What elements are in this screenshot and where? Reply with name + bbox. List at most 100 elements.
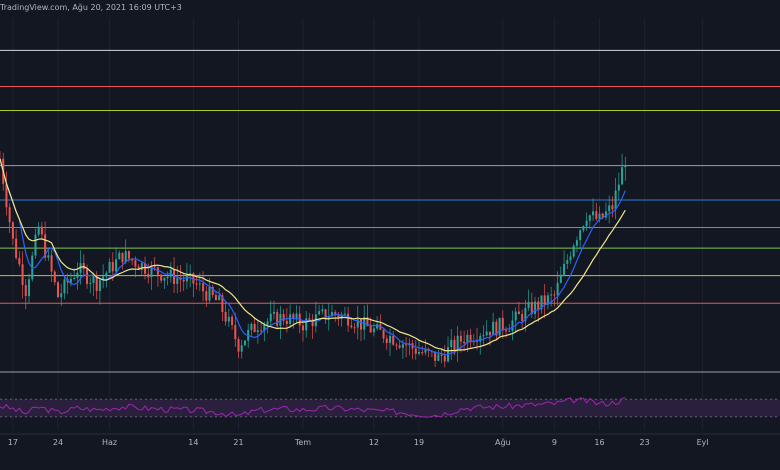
candle-89 — [285, 308, 288, 333]
candle-120 — [385, 335, 388, 350]
candle-36 — [115, 247, 118, 275]
candle-128 — [411, 339, 414, 360]
candle-132 — [424, 339, 427, 356]
candle-117 — [376, 315, 379, 331]
x-tick-label-12: Eyl — [697, 438, 709, 447]
candle-144 — [463, 330, 466, 352]
candle-5 — [15, 229, 18, 261]
candle-145 — [466, 330, 469, 352]
candle-174 — [559, 266, 562, 284]
candle-50 — [160, 273, 163, 284]
candle-9 — [28, 273, 31, 304]
candle-111 — [356, 305, 359, 340]
candle-184 — [592, 198, 595, 221]
candle-138 — [443, 344, 446, 368]
candle-149 — [479, 332, 482, 355]
candle-73 — [234, 312, 237, 347]
candle-64 — [205, 286, 208, 308]
candle-16 — [50, 249, 53, 283]
candle-72 — [231, 314, 234, 330]
x-tick-label-2: Haz — [102, 438, 117, 447]
candle-12 — [37, 222, 40, 237]
x-tick-label-3: 14 — [188, 438, 198, 447]
candle-49 — [156, 266, 159, 287]
candle-136 — [437, 349, 440, 362]
candle-94 — [301, 320, 304, 342]
candle-139 — [447, 336, 450, 363]
candle-96 — [308, 313, 311, 321]
candle-151 — [485, 320, 488, 337]
candle-123 — [395, 342, 398, 350]
candle-65 — [208, 277, 211, 303]
candle-92 — [295, 305, 298, 324]
candle-31 — [98, 278, 101, 305]
candle-26 — [82, 254, 85, 277]
candle-179 — [575, 236, 578, 253]
candle-70 — [224, 301, 227, 326]
candle-124 — [398, 340, 401, 350]
candle-75 — [240, 339, 243, 359]
candle-131 — [421, 346, 424, 356]
candle-62 — [198, 272, 201, 292]
candle-76 — [243, 340, 246, 347]
candle-39 — [124, 239, 127, 265]
candle-183 — [588, 214, 591, 230]
candle-63 — [202, 271, 205, 302]
candle-146 — [469, 328, 472, 348]
candle-24 — [76, 262, 79, 290]
rsi-panel — [0, 397, 780, 418]
candle-108 — [347, 306, 350, 332]
candle-142 — [456, 326, 459, 362]
candle-34 — [108, 258, 111, 274]
candle-154 — [495, 319, 498, 340]
candle-57 — [182, 272, 185, 292]
candle-140 — [450, 328, 453, 360]
candle-107 — [343, 306, 346, 316]
candle-150 — [482, 325, 485, 345]
candle-85 — [272, 300, 275, 320]
candle-178 — [572, 243, 575, 259]
x-tick-label-5: Tem — [294, 438, 311, 447]
candle-74 — [237, 336, 240, 359]
candle-194 — [624, 156, 627, 181]
moving-average-layer — [0, 158, 626, 356]
candle-159 — [511, 310, 514, 341]
candle-172 — [553, 290, 556, 307]
candle-66 — [211, 284, 214, 298]
candle-162 — [521, 309, 524, 328]
candle-127 — [408, 338, 411, 356]
candle-189 — [608, 195, 611, 224]
candle-30 — [95, 271, 98, 300]
candle-110 — [353, 323, 356, 334]
candle-126 — [405, 337, 408, 358]
candle-32 — [102, 264, 105, 289]
candle-137 — [440, 348, 443, 364]
candle-122 — [392, 331, 395, 346]
candle-15 — [47, 248, 50, 261]
candle-44 — [140, 262, 143, 276]
rsi-line — [0, 397, 626, 418]
candle-88 — [282, 309, 285, 326]
candle-17 — [53, 269, 56, 286]
candle-173 — [556, 271, 559, 306]
candle-93 — [298, 305, 301, 334]
grid-layer — [12, 18, 704, 430]
candle-78 — [250, 322, 253, 336]
x-tick-label-9: 9 — [552, 438, 557, 447]
candle-8 — [24, 279, 27, 310]
candle-192 — [617, 172, 620, 201]
candle-129 — [414, 340, 417, 360]
rsi-band — [0, 399, 780, 417]
candle-99 — [318, 305, 321, 316]
candle-188 — [604, 202, 607, 221]
candle-6 — [18, 251, 21, 267]
x-tick-label-4: 21 — [233, 438, 243, 447]
candle-166 — [534, 296, 537, 320]
candle-87 — [279, 305, 282, 340]
candle-84 — [269, 300, 272, 327]
candle-104 — [334, 309, 337, 322]
candle-175 — [563, 250, 566, 277]
candle-181 — [582, 225, 585, 233]
